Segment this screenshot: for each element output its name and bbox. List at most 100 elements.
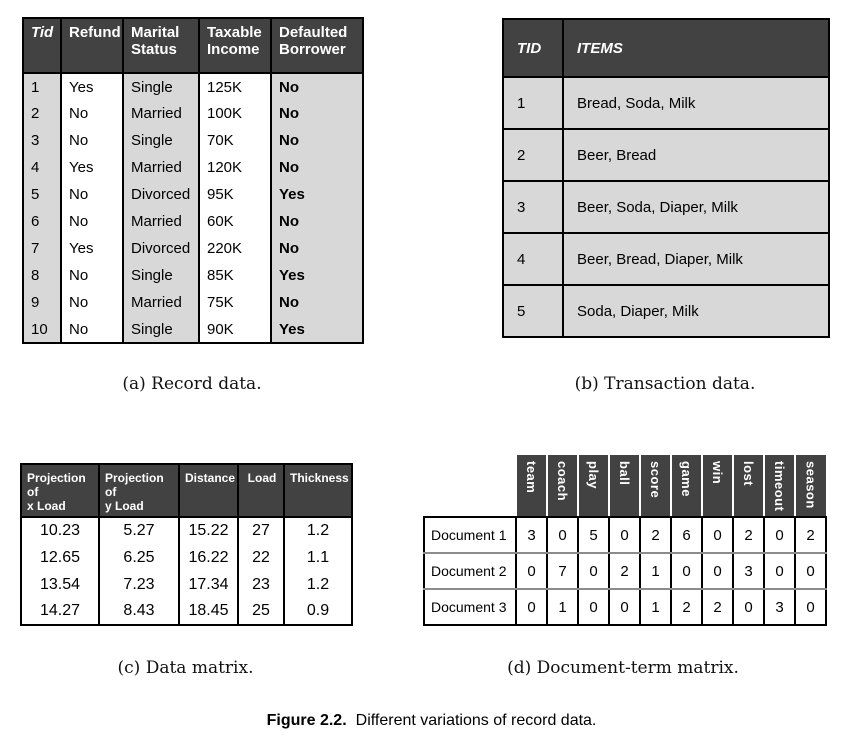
table-row: 10 No Single 90K Yes [23,316,363,343]
table-cell: 25 [237,598,284,625]
table-cell: 0 [515,553,547,591]
table-cell: 0.9 [283,598,352,625]
row-label: Document 3 [423,589,516,627]
table-cell: 3 [763,589,795,627]
table-row: 9 No Married 75K No [23,289,363,316]
table-cell: 1 [639,553,671,591]
column-header: win [701,455,733,519]
table-cell: 7.23 [98,571,179,598]
table-cell: No [60,316,123,343]
column-header: Projection of y Load [98,464,179,518]
table-cell: No [60,100,123,127]
rotated-term-label: ball [617,461,632,486]
table-row: 12.65 6.25 16.22 22 1.1 [21,544,352,571]
table-cell: 1 [23,73,61,100]
figure-caption-text: Different variations of record data. [355,712,597,729]
table-cell: Yes [270,181,363,208]
table-cell: No [270,289,363,316]
caption-document-term-matrix: (d) Document-term matrix. [507,658,739,678]
table-cell: 120K [198,154,271,181]
table-cell: 1 [639,589,671,627]
table-cell: 4 [23,154,61,181]
caption-transaction-data: (b) Transaction data. [574,374,756,394]
table-row: 7 Yes Divorced 220K No [23,235,363,262]
table-row: 2 Beer, Bread [503,129,829,182]
document-term-matrix-table: team coach play ball score game win lost timeout… [423,455,827,627]
table-cell: 100K [198,100,271,127]
figure-caption-label: Figure 2.2. [266,712,347,729]
table-cell: Bread, Soda, Milk [562,77,829,130]
table-cell: 0 [577,589,609,627]
table-cell: No [270,154,363,181]
table-cell: 22 [237,544,284,571]
panel-data-matrix: Projection of x Load Projection of y Load… [20,463,353,626]
table-cell: Divorced [122,181,199,208]
table-cell: No [60,127,123,154]
table-cell: No [60,208,123,235]
table-cell: 1 [503,77,563,130]
table-cell: 8.43 [98,598,179,625]
table-cell: 0 [608,516,640,555]
row-label: Document 2 [423,553,516,591]
rotated-term-label: team [524,461,539,494]
table-cell: 10 [23,316,61,343]
column-header: timeout [763,455,795,519]
table-cell: Beer, Bread, Diaper, Milk [562,233,829,286]
table-cell: 5 [577,516,609,555]
table-cell: 15.22 [178,517,238,544]
table-cell: 5 [503,285,563,338]
table-cell: 8 [23,262,61,289]
column-header: season [794,455,826,519]
table-cell: Single [122,73,199,100]
table-cell: 0 [732,589,764,627]
table-cell: 2 [794,516,827,555]
column-header: Distance [178,464,238,518]
table-cell: 60K [198,208,271,235]
table-cell: 9 [23,289,61,316]
table-row: 6 No Married 60K No [23,208,363,235]
table-row: 4 Beer, Bread, Diaper, Milk [503,233,829,286]
table-row: 1 Bread, Soda, Milk [503,77,829,130]
rotated-term-label: lost [741,461,756,487]
header-row: team coach play ball score game win lost timeout… [424,455,826,519]
column-header: Load [237,464,284,518]
table-cell: Beer, Bread [562,129,829,182]
record-data-table: Tid Refund Marital Status Taxable Income Def… [22,17,364,344]
row-label: Document 1 [423,516,516,555]
table-cell: 1 [546,589,578,627]
table-cell: 2 [503,129,563,182]
corner-spacer-cell [424,455,516,517]
table-cell: 4 [503,233,563,286]
table-cell: 3 [23,127,61,154]
column-header: Marital Status [122,18,199,74]
table-cell: 10.23 [39,522,81,539]
table-cell: 3 [515,516,547,555]
column-header: Refund [60,18,123,74]
table-cell: 85K [198,262,271,289]
table-cell: 27 [237,517,284,544]
table-cell: 0 [794,553,827,591]
table-cell: 14.27 [39,602,81,619]
table-cell: 2 [732,516,764,555]
table-cell: No [270,100,363,127]
rotated-term-label: play [586,461,601,490]
table-cell: No [60,181,123,208]
table-cell: 18.45 [178,598,238,625]
caption-record-data: (a) Record data. [122,374,262,394]
column-header: score [639,455,671,519]
data-matrix-table: Projection of x Load Projection of y Load… [20,463,353,626]
table-row: 3 Beer, Soda, Diaper, Milk [503,181,829,234]
table-cell: 2 [701,589,733,627]
table-row: 2 No Married 100K No [23,100,363,127]
column-header: TID [503,19,563,78]
table-cell: Divorced [122,235,199,262]
table-row: 5 Soda, Diaper, Milk [503,285,829,338]
table-cell: 23 [237,571,284,598]
table-cell: No [270,127,363,154]
header-row: Tid Refund Marital Status Taxable Income Def… [23,18,363,74]
table-cell: Yes [60,154,123,181]
table-row: 3 No Single 70K No [23,127,363,154]
table-cell: No [270,235,363,262]
